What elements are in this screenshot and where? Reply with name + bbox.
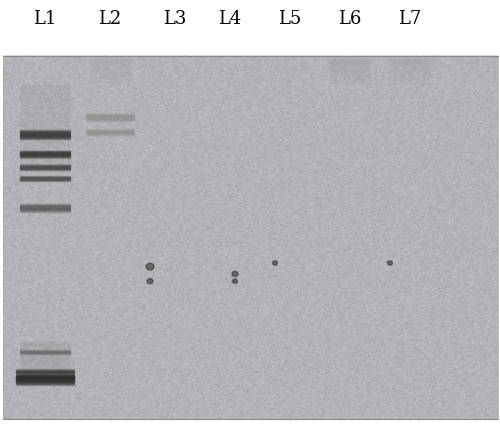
Text: L6: L6 [338,10,361,28]
Text: L4: L4 [218,10,242,28]
Text: L3: L3 [164,10,186,28]
Circle shape [232,279,237,283]
Circle shape [388,261,392,265]
Circle shape [272,261,278,265]
FancyBboxPatch shape [2,56,498,419]
Circle shape [147,279,153,284]
Text: L5: L5 [278,10,301,28]
Circle shape [146,263,154,270]
Text: L7: L7 [398,10,421,28]
Text: L2: L2 [98,10,122,28]
Text: L1: L1 [34,10,56,28]
Circle shape [232,271,238,276]
